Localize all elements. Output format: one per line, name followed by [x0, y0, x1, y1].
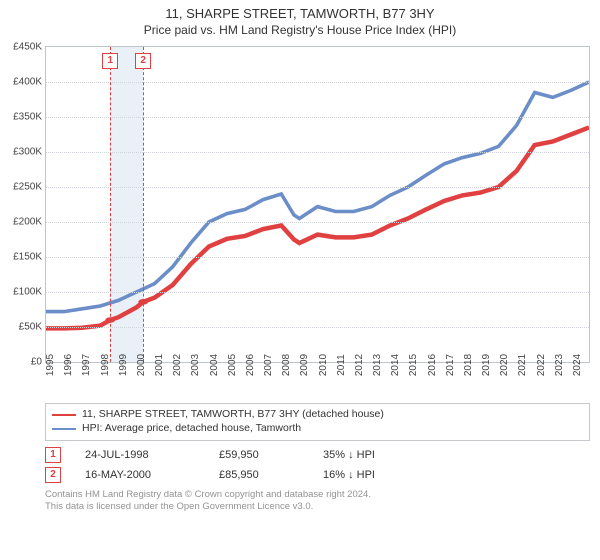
transaction-hpi-diff: 16% ↓ HPI [323, 469, 443, 481]
legend-label: HPI: Average price, detached house, Tamw… [82, 422, 301, 436]
footer-line-1: Contains HM Land Registry data © Crown c… [45, 489, 590, 501]
x-axis-label: 2011 [336, 355, 347, 377]
x-axis-label: 1995 [45, 354, 56, 376]
x-axis-label: 1999 [118, 354, 129, 376]
x-axis-label: 2022 [536, 354, 547, 376]
x-axis-label: 2015 [408, 354, 419, 376]
y-axis-label: £150K [13, 252, 42, 263]
y-axis-label: £450K [13, 42, 42, 53]
footer-line-2: This data is licensed under the Open Gov… [45, 501, 590, 513]
x-axis-label: 1997 [81, 354, 92, 376]
sale-marker-badge: 1 [102, 53, 118, 69]
transaction-marker: 1 [45, 447, 61, 463]
x-axis-label: 2007 [263, 354, 274, 376]
x-axis-label: 2024 [572, 354, 583, 376]
sale-marker-line [110, 47, 111, 362]
x-axis-label: 1996 [63, 354, 74, 376]
y-axis-label: £300K [13, 147, 42, 158]
x-axis-label: 2003 [190, 354, 201, 376]
y-axis-label: £200K [13, 217, 42, 228]
chart-lines-svg [46, 47, 589, 362]
x-axis-label: 2001 [154, 354, 165, 376]
transaction-price: £85,950 [219, 469, 299, 481]
gridline-h [46, 82, 589, 83]
chart-title-block: 11, SHARPE STREET, TAMWORTH, B77 3HY Pri… [0, 0, 600, 38]
footer-attribution: Contains HM Land Registry data © Crown c… [45, 489, 590, 514]
y-axis-label: £400K [13, 77, 42, 88]
y-axis-label: £50K [19, 322, 42, 333]
transaction-hpi-diff: 35% ↓ HPI [323, 449, 443, 461]
x-axis-label: 2006 [245, 354, 256, 376]
transaction-row: 1 24-JUL-1998 £59,950 35% ↓ HPI [45, 445, 590, 465]
chart-title: 11, SHARPE STREET, TAMWORTH, B77 3HY [0, 6, 600, 23]
x-axis-label: 2002 [172, 354, 183, 376]
sale-marker-line [143, 47, 144, 362]
transaction-date: 24-JUL-1998 [85, 449, 195, 461]
x-axis-label: 2020 [499, 354, 510, 376]
y-axis-label: £350K [13, 112, 42, 123]
x-axis-label: 2021 [517, 354, 528, 376]
x-axis-label: 2013 [372, 354, 383, 376]
x-axis-label: 2014 [390, 354, 401, 376]
legend-row: HPI: Average price, detached house, Tamw… [52, 422, 583, 436]
gridline-h [46, 292, 589, 293]
y-axis-label: £0 [31, 357, 42, 368]
legend-row: 11, SHARPE STREET, TAMWORTH, B77 3HY (de… [52, 408, 583, 422]
x-axis-label: 2018 [463, 354, 474, 376]
legend-swatch [52, 428, 76, 430]
x-axis-label: 2023 [554, 354, 565, 376]
x-axis-label: 2008 [281, 354, 292, 376]
transaction-marker: 2 [45, 467, 61, 483]
legend-swatch [52, 414, 76, 416]
legend-label: 11, SHARPE STREET, TAMWORTH, B77 3HY (de… [82, 408, 384, 422]
chart-legend: 11, SHARPE STREET, TAMWORTH, B77 3HY (de… [45, 403, 590, 440]
transactions-table: 1 24-JUL-1998 £59,950 35% ↓ HPI 2 16-MAY-2000… [45, 445, 590, 485]
price-chart: £0£50K£100K£150K£200K£250K£300K£350K£400… [45, 46, 590, 363]
gridline-h [46, 222, 589, 223]
gridline-h [46, 257, 589, 258]
transaction-row: 2 16-MAY-2000 £85,950 16% ↓ HPI [45, 465, 590, 485]
gridline-h [46, 117, 589, 118]
x-axis-label: 2017 [445, 354, 456, 376]
gridline-h [46, 152, 589, 153]
x-axis-label: 2004 [209, 354, 220, 376]
y-axis-label: £250K [13, 182, 42, 193]
transaction-price: £59,950 [219, 449, 299, 461]
chart-subtitle: Price paid vs. HM Land Registry's House … [0, 23, 600, 39]
x-axis-label: 2019 [481, 354, 492, 376]
x-axis-label: 2016 [427, 354, 438, 376]
gridline-h [46, 187, 589, 188]
x-axis-label: 2012 [354, 354, 365, 376]
x-axis-label: 2005 [227, 354, 238, 376]
chart-x-axis: 1995199619971998199920002001200220032004… [45, 363, 590, 397]
transaction-date: 16-MAY-2000 [85, 469, 195, 481]
y-axis-label: £100K [13, 287, 42, 298]
gridline-h [46, 327, 589, 328]
sale-marker-badge: 2 [135, 53, 151, 69]
x-axis-label: 1998 [100, 354, 111, 376]
series-line-property [46, 128, 589, 329]
x-axis-label: 2009 [299, 354, 310, 376]
x-axis-label: 2010 [318, 354, 329, 376]
x-axis-label: 2000 [136, 354, 147, 376]
